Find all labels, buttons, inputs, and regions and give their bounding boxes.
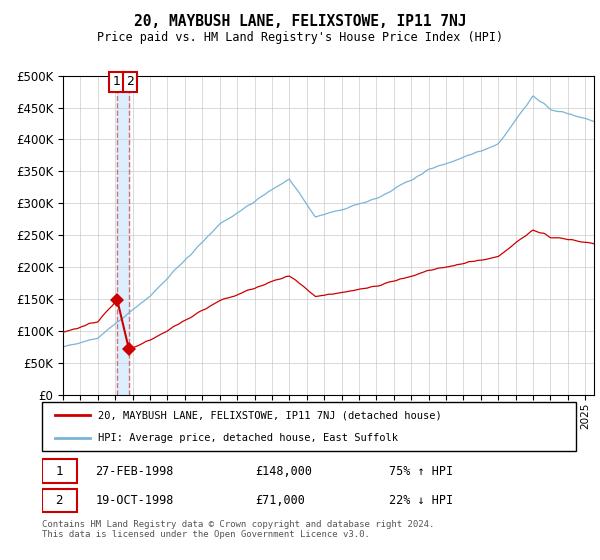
Text: HPI: Average price, detached house, East Suffolk: HPI: Average price, detached house, East… bbox=[98, 433, 398, 444]
Text: £148,000: £148,000 bbox=[256, 465, 313, 478]
Text: Price paid vs. HM Land Registry's House Price Index (HPI): Price paid vs. HM Land Registry's House … bbox=[97, 31, 503, 44]
Text: 19-OCT-1998: 19-OCT-1998 bbox=[95, 494, 174, 507]
Text: 1: 1 bbox=[113, 76, 121, 88]
Text: 20, MAYBUSH LANE, FELIXSTOWE, IP11 7NJ (detached house): 20, MAYBUSH LANE, FELIXSTOWE, IP11 7NJ (… bbox=[98, 410, 442, 421]
Text: 2: 2 bbox=[55, 494, 63, 507]
Text: 20, MAYBUSH LANE, FELIXSTOWE, IP11 7NJ: 20, MAYBUSH LANE, FELIXSTOWE, IP11 7NJ bbox=[134, 14, 466, 29]
Text: 22% ↓ HPI: 22% ↓ HPI bbox=[389, 494, 453, 507]
Text: 75% ↑ HPI: 75% ↑ HPI bbox=[389, 465, 453, 478]
Text: 27-FEB-1998: 27-FEB-1998 bbox=[95, 465, 174, 478]
Text: 2: 2 bbox=[126, 76, 134, 88]
FancyBboxPatch shape bbox=[42, 459, 77, 483]
FancyBboxPatch shape bbox=[42, 402, 576, 451]
Text: Contains HM Land Registry data © Crown copyright and database right 2024.
This d: Contains HM Land Registry data © Crown c… bbox=[42, 520, 434, 539]
FancyBboxPatch shape bbox=[42, 489, 77, 512]
Bar bbox=[118, 76, 129, 395]
Text: £71,000: £71,000 bbox=[256, 494, 305, 507]
Text: 1: 1 bbox=[55, 465, 63, 478]
